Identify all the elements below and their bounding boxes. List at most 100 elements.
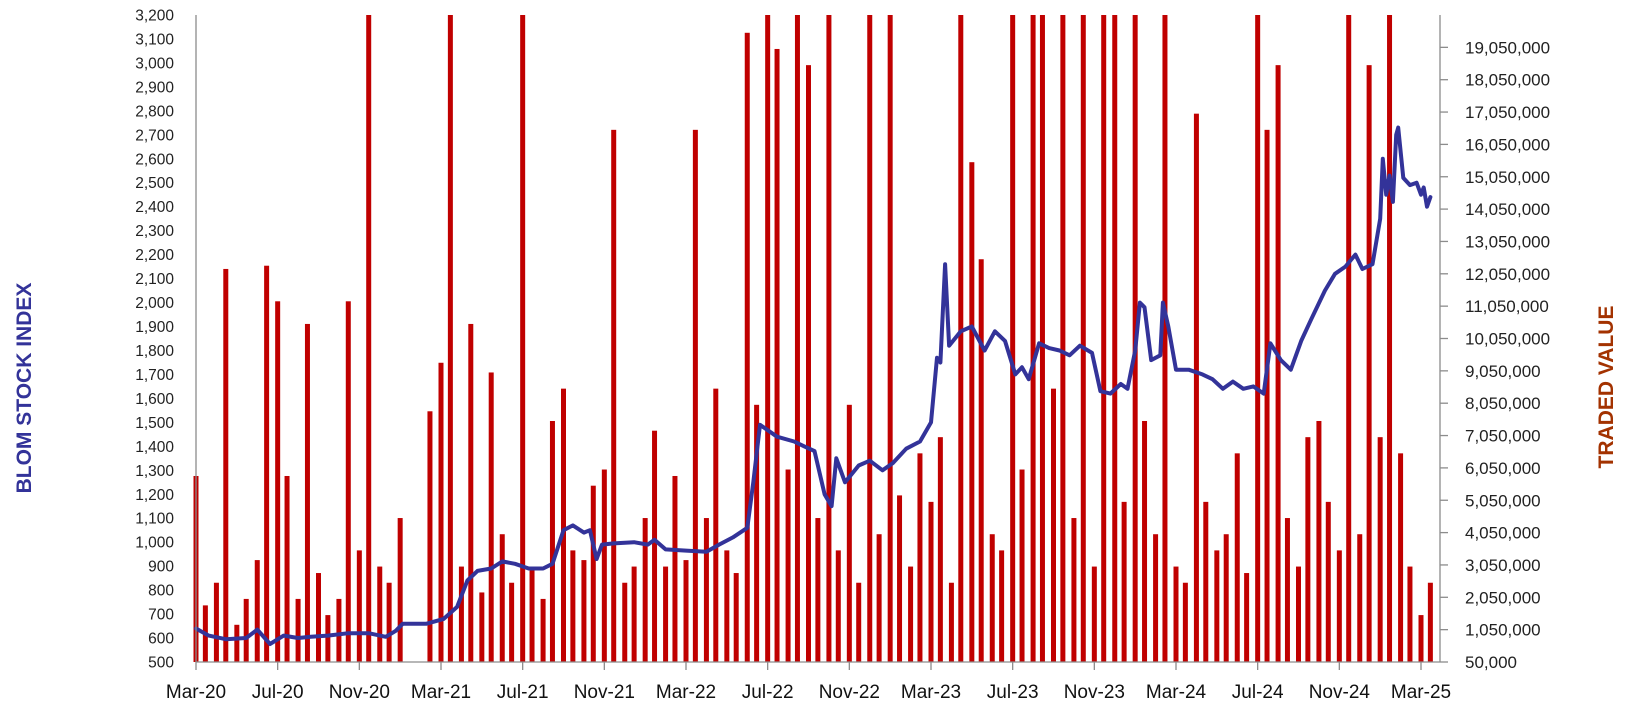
- traded-value-bar: [733, 573, 739, 662]
- traded-value-bar: [499, 534, 505, 662]
- left-tick-label: 2,300: [135, 223, 174, 240]
- right-axis-title: TRADED VALUE: [1595, 306, 1618, 469]
- x-tick-label: Mar-23: [901, 682, 961, 703]
- traded-value-bar: [937, 437, 943, 662]
- traded-value-bar: [1121, 501, 1127, 662]
- traded-value-bar: [1418, 615, 1424, 662]
- traded-value-bar: [1112, 15, 1118, 662]
- x-tick-label: Nov-24: [1309, 682, 1371, 703]
- right-tick-label: 10,050,000: [1465, 330, 1550, 349]
- traded-value-bar: [336, 598, 342, 662]
- traded-value-bar: [1325, 501, 1331, 662]
- traded-value-bar: [223, 268, 229, 662]
- traded-value-bar: [1377, 437, 1383, 662]
- left-tick-label: 1,100: [135, 511, 174, 528]
- traded-value-bar: [724, 550, 730, 662]
- traded-value-bar: [1316, 420, 1322, 662]
- left-tick-label: 2,900: [135, 79, 174, 96]
- left-tick-label: 2,100: [135, 271, 174, 288]
- traded-value-bar: [958, 15, 964, 662]
- traded-value-bar: [1030, 15, 1036, 662]
- x-tick-label: Nov-21: [574, 682, 635, 703]
- traded-value-bar: [264, 265, 270, 662]
- traded-value-bar: [631, 566, 637, 662]
- right-tick-label: 15,050,000: [1465, 168, 1550, 187]
- traded-value-bar: [928, 501, 934, 662]
- traded-value-bar: [908, 566, 914, 662]
- traded-value-bar: [1010, 15, 1016, 662]
- right-tick-label: 4,050,000: [1465, 524, 1541, 543]
- traded-value-bar: [590, 485, 596, 662]
- right-tick-label: 7,050,000: [1465, 427, 1541, 446]
- traded-value-bar: [601, 469, 607, 662]
- traded-value-bar: [1071, 518, 1077, 662]
- traded-value-bar: [815, 518, 821, 662]
- traded-value-bar: [488, 372, 494, 662]
- traded-value-bar: [1080, 15, 1086, 662]
- left-tick-label: 600: [148, 631, 174, 648]
- traded-value-bar: [1346, 15, 1352, 662]
- traded-value-bar: [1264, 129, 1270, 662]
- traded-value-bar: [1162, 15, 1168, 662]
- traded-value-bar: [846, 404, 852, 662]
- x-tick-label: Jul-23: [987, 682, 1039, 703]
- traded-value-bar: [356, 550, 362, 662]
- traded-value-bar: [611, 129, 617, 662]
- right-tick-label: 18,050,000: [1465, 71, 1550, 90]
- traded-value-bar: [1223, 534, 1229, 662]
- traded-value-bar: [1060, 15, 1066, 662]
- left-tick-label: 1,200: [135, 487, 174, 504]
- traded-value-bar: [806, 65, 811, 662]
- traded-value-bar: [509, 582, 515, 662]
- traded-value-bar: [989, 534, 995, 662]
- traded-value-bar: [1214, 550, 1220, 662]
- left-tick-label: 2,500: [135, 175, 174, 192]
- traded-value-bar: [774, 48, 780, 662]
- traded-value-bar: [284, 475, 290, 662]
- traded-value-bar: [1182, 582, 1188, 662]
- left-tick-label: 2,700: [135, 127, 174, 144]
- right-tick-label: 12,050,000: [1465, 265, 1550, 284]
- traded-value-bar: [1284, 518, 1290, 662]
- left-tick-label: 500: [148, 655, 174, 672]
- traded-value-bar: [1255, 15, 1261, 662]
- x-tick-label: Nov-20: [329, 682, 390, 703]
- traded-value-bar: [529, 566, 535, 662]
- left-tick-label: 2,800: [135, 103, 174, 120]
- traded-value-bars: [193, 15, 1433, 663]
- right-tick-label: 14,050,000: [1465, 200, 1550, 219]
- traded-value-bar: [765, 15, 771, 662]
- traded-value-bar: [1398, 453, 1404, 662]
- traded-value-bar: [1193, 113, 1199, 663]
- traded-value-bar: [447, 15, 453, 662]
- traded-value-bar: [540, 598, 546, 662]
- traded-value-bar: [366, 15, 372, 662]
- traded-value-bar: [316, 573, 321, 662]
- traded-value-bar: [652, 430, 658, 662]
- left-tick-label: 3,200: [135, 8, 174, 25]
- traded-value-bar: [1019, 469, 1025, 662]
- right-tick-label: 11,050,000: [1465, 297, 1549, 316]
- right-tick-label: 50,000: [1465, 653, 1517, 672]
- right-tick-label: 16,050,000: [1465, 135, 1550, 154]
- left-axis-title: BLOM STOCK INDEX: [13, 283, 36, 494]
- x-tick-label: Mar-22: [656, 682, 716, 703]
- right-tick-label: 9,050,000: [1465, 362, 1541, 381]
- traded-value-bar: [295, 598, 301, 662]
- traded-value-bar: [1091, 566, 1097, 662]
- traded-value-bar: [561, 388, 566, 662]
- right-tick-label: 19,050,000: [1465, 38, 1550, 57]
- left-tick-label: 800: [148, 583, 174, 600]
- left-tick-label: 1,900: [135, 319, 174, 336]
- traded-value-bar: [581, 560, 587, 662]
- left-tick-label: 1,600: [135, 391, 174, 408]
- traded-value-bar: [1305, 437, 1311, 662]
- traded-value-bar: [703, 518, 709, 662]
- traded-value-bar: [1296, 566, 1301, 662]
- traded-value-bar: [1427, 582, 1433, 662]
- left-tick-label: 2,200: [135, 247, 174, 264]
- traded-value-bar: [570, 550, 576, 662]
- right-tick-label: 8,050,000: [1465, 394, 1541, 413]
- traded-value-bar: [1039, 15, 1045, 662]
- traded-value-bar: [692, 129, 698, 662]
